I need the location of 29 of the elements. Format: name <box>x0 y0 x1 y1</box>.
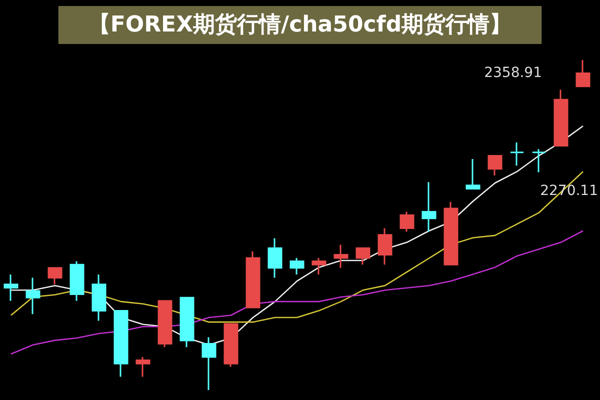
candlestick <box>334 244 348 269</box>
candlestick <box>554 88 568 147</box>
candlestick <box>48 267 62 286</box>
candlestick <box>312 257 326 276</box>
candlestick <box>422 181 436 232</box>
candlestick <box>70 260 84 302</box>
candlestick <box>400 211 414 232</box>
candlestick <box>532 148 546 173</box>
chart-title: 【FOREX期货行情/cha50cfd期货行情】 <box>88 12 512 38</box>
candlestick <box>576 59 590 88</box>
candlestick <box>4 274 18 302</box>
candlestick <box>180 296 194 348</box>
candlestick <box>158 300 172 348</box>
candlestick <box>246 250 260 308</box>
candlestick <box>92 274 106 322</box>
candlestick <box>356 247 370 266</box>
candlestick <box>114 310 128 378</box>
candlestick <box>26 277 40 315</box>
candlestick <box>444 201 458 266</box>
candlestick <box>290 257 304 276</box>
candlestick <box>224 323 238 368</box>
candlestick <box>466 158 480 190</box>
candlestick <box>488 154 502 176</box>
candlestick <box>510 142 524 166</box>
candlestick <box>378 228 392 266</box>
annotation: 2358.91 <box>484 65 542 81</box>
candlestick <box>268 237 282 279</box>
candlestick <box>202 336 216 391</box>
candlestick <box>136 356 150 378</box>
